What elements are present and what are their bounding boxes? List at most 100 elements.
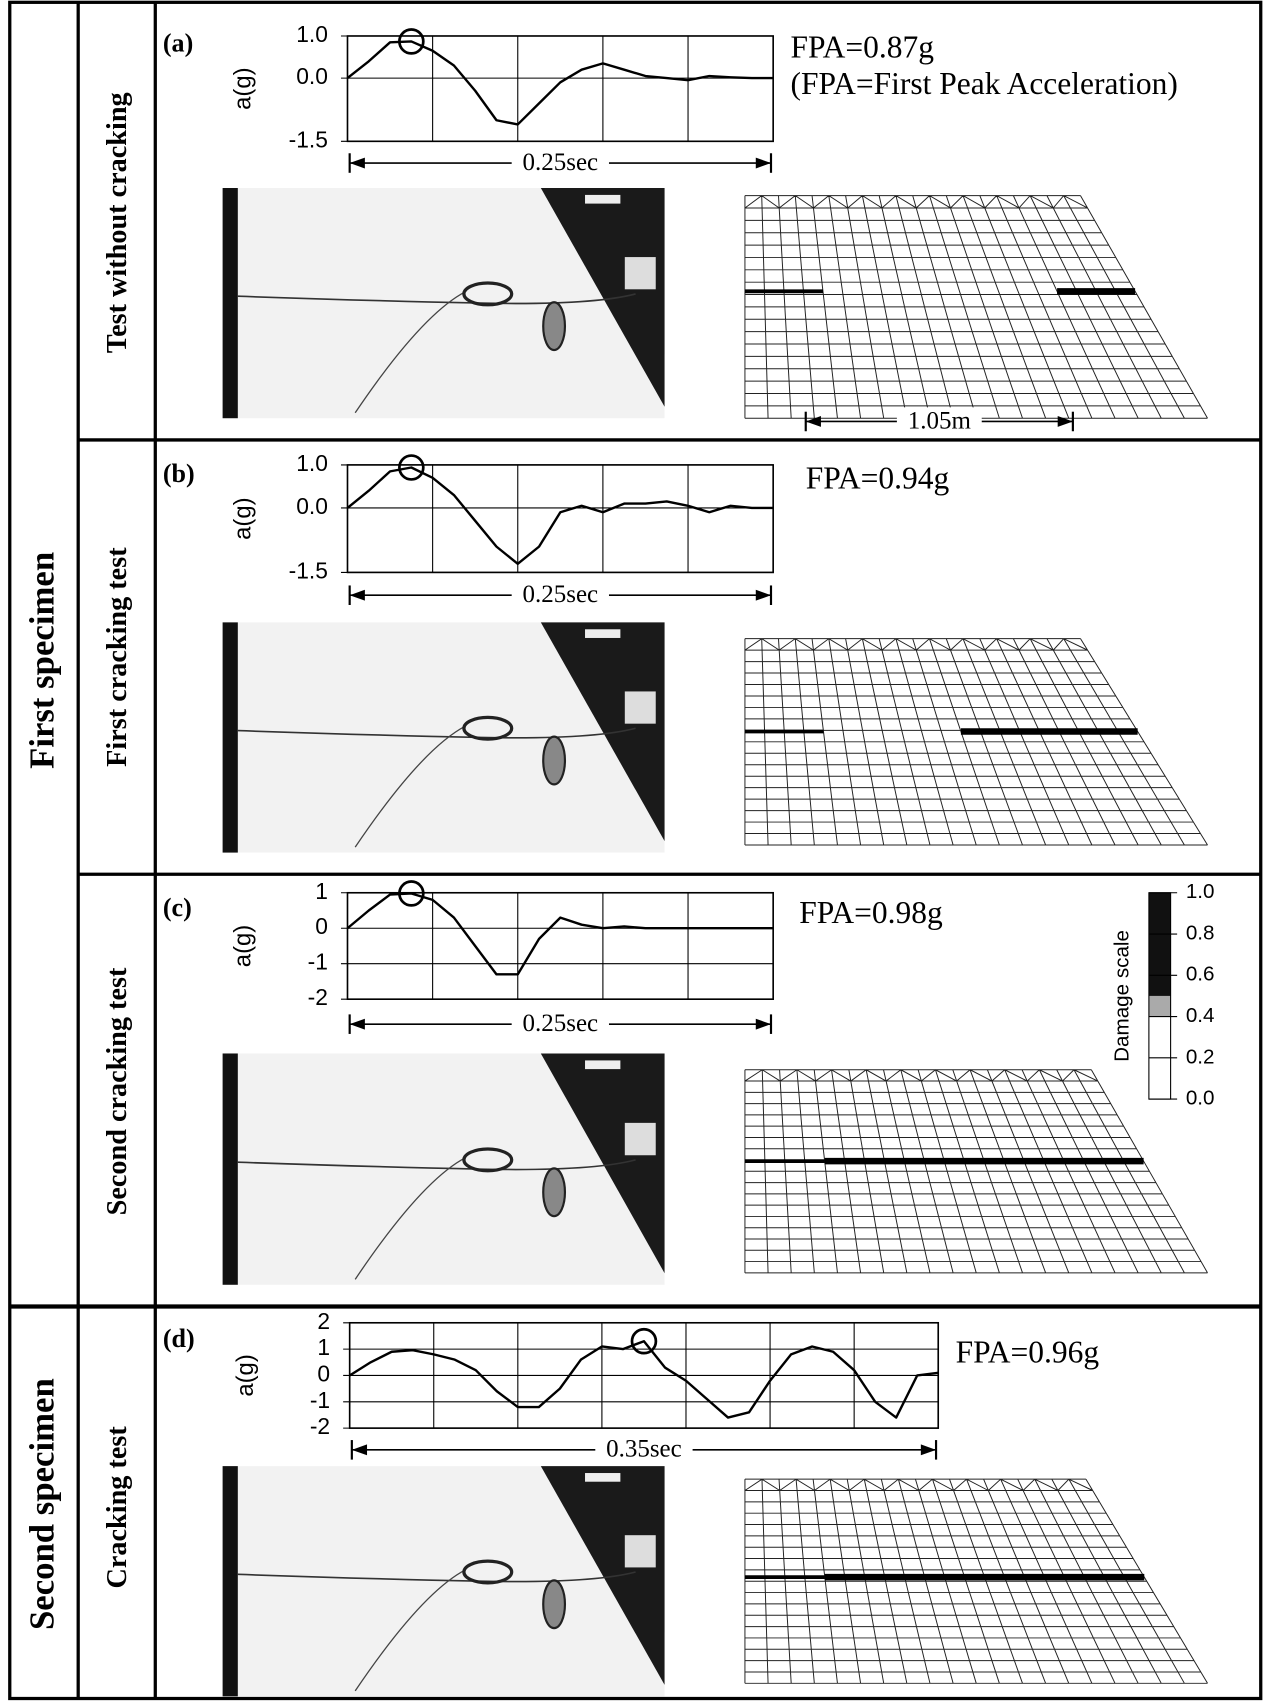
y-tick-label: 0.0: [296, 63, 328, 89]
acceleration-line: [346, 892, 774, 976]
y-tick-label: -1.5: [289, 557, 328, 583]
span-label: 0.35sec: [606, 1436, 682, 1463]
photo-strip: [222, 1466, 238, 1697]
mesh-grid: [744, 194, 1208, 419]
y-tick-label: 0: [315, 913, 328, 939]
arrow-head: [349, 1018, 365, 1030]
photo-sensor: [542, 301, 567, 352]
span-label-bg: [511, 148, 609, 178]
span-label: 0.25sec: [523, 149, 599, 176]
photo-sensor: [462, 715, 514, 741]
span-label: 1.05m: [908, 407, 972, 434]
span-label: 0.25sec: [523, 1010, 599, 1037]
peak-marker: [398, 28, 425, 55]
photo-light: [624, 257, 656, 290]
photo-sensor: [542, 735, 567, 786]
span-label-bg: [511, 1010, 609, 1039]
span-label-bg: [896, 407, 982, 436]
arrow-head: [920, 1444, 937, 1456]
photo-sensor: [462, 1147, 514, 1173]
arrow-head: [1057, 416, 1073, 427]
photo-light: [624, 1535, 656, 1568]
y-tick-label: 1.0: [296, 450, 328, 476]
photo-wire: [354, 725, 466, 848]
arrow-head: [349, 157, 365, 169]
plot-frame: [346, 35, 774, 143]
photo-sensor: [542, 1579, 567, 1630]
arrow-head: [755, 1018, 771, 1030]
span-label: 0.25sec: [523, 581, 599, 608]
y-tick-label: 1: [317, 1334, 330, 1360]
annotation: (FPA=First Peak Acceleration): [791, 66, 1178, 101]
arrow-head: [755, 157, 771, 169]
annotation: FPA=0.87g: [791, 29, 935, 64]
y-tick-label: -1: [308, 949, 328, 975]
y-tick-label: 1.0: [296, 21, 328, 47]
y-tick-label: -1: [310, 1387, 330, 1413]
y-tick-label: -2: [310, 1413, 330, 1439]
photo-wire: [354, 1569, 466, 1692]
acceleration-line: [346, 40, 774, 126]
outer-frame: [8, 0, 1263, 1701]
panel-label: (c): [163, 893, 192, 922]
row-label: Test without cracking: [102, 92, 133, 353]
arrow-head: [349, 589, 365, 601]
y-axis-label: a(g): [232, 1354, 259, 1396]
annotation: FPA=0.98g: [799, 895, 943, 930]
acceleration-line: [346, 466, 774, 566]
plot-frame: [346, 891, 774, 1000]
y-tick-label: 1: [315, 878, 328, 904]
row-label: Cracking test: [102, 1426, 133, 1589]
scale-band: [1148, 995, 1171, 1017]
photo-light: [585, 194, 621, 204]
photo-dark: [540, 1466, 665, 1685]
y-tick-label: 0.0: [296, 493, 328, 519]
photo-strip: [222, 1053, 238, 1285]
span-label-bg: [511, 581, 609, 610]
photo-sensor: [462, 281, 514, 307]
y-axis-label: a(g): [230, 67, 257, 109]
y-tick-label: 2: [317, 1308, 330, 1334]
span-label-bg: [595, 1435, 693, 1464]
acceleration-line: [349, 1340, 939, 1419]
scale-band: [1148, 892, 1171, 996]
annotation: FPA=0.94g: [806, 460, 950, 495]
arrow-head: [351, 1444, 368, 1456]
plot-frame: [346, 464, 774, 574]
y-tick-label: 0: [317, 1360, 330, 1386]
annotation: FPA=0.96g: [956, 1335, 1100, 1370]
peak-marker: [398, 880, 425, 907]
y-axis-label: a(g): [230, 925, 257, 967]
mesh-grid: [744, 638, 1208, 846]
mesh-grid: [744, 1069, 1208, 1274]
row-label: Second cracking test: [102, 967, 133, 1215]
photo-strip: [222, 188, 238, 419]
y-tick-label: -1.5: [289, 126, 328, 152]
photo-sensor: [462, 1559, 514, 1585]
photo-wire: [354, 1156, 466, 1280]
photo-light: [585, 1473, 621, 1482]
scale-tick-label: 0.6: [1186, 963, 1215, 986]
scale-tick-label: 0.8: [1186, 921, 1215, 944]
panel-label: (d): [163, 1324, 195, 1353]
scale-tick-label: 0.2: [1186, 1045, 1215, 1068]
scale-tick-label: 0.4: [1186, 1004, 1215, 1027]
specimen-label: Second specimen: [23, 1378, 62, 1630]
panel-label: (a): [163, 29, 193, 58]
scale-tick-label: 0.0: [1186, 1087, 1215, 1110]
y-axis-label: a(g): [230, 497, 257, 539]
photo-light: [624, 1122, 656, 1156]
photo-strip: [222, 622, 238, 853]
peak-marker: [630, 1327, 658, 1355]
specimen-label: First specimen: [23, 552, 62, 769]
scale-tick-label: 1.0: [1186, 880, 1215, 903]
photo-wire: [354, 291, 466, 414]
y-tick-label: -2: [308, 984, 328, 1010]
scale-label: Damage scale: [1110, 930, 1133, 1062]
photo-light: [585, 1060, 621, 1070]
panel-label: (b): [163, 459, 195, 488]
arrow-head: [755, 589, 771, 601]
mesh-grid: [744, 1478, 1208, 1684]
photo-light: [585, 629, 621, 638]
